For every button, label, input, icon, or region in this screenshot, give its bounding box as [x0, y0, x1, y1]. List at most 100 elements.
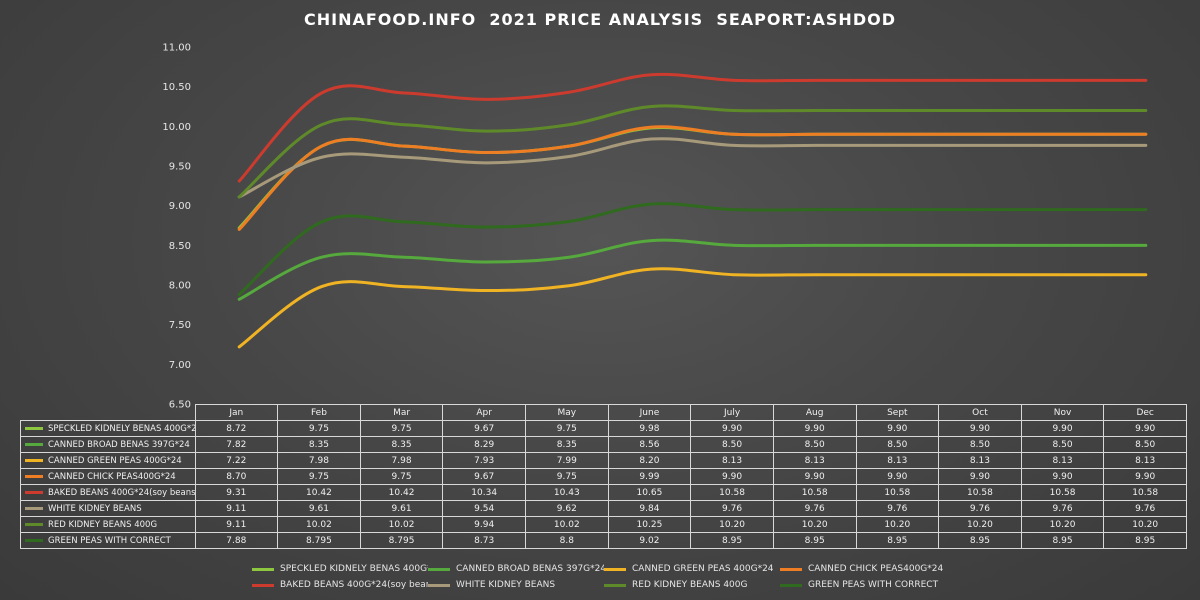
data-label: 8.73 [442, 532, 526, 549]
data-label: 9.90 [772, 420, 857, 437]
data-label: 8.29 [442, 436, 526, 453]
legend-item: RED KIDNEY BEANS 400G [604, 580, 780, 590]
data-label: 8.95 [772, 532, 857, 549]
data-label: 10.20 [690, 516, 774, 533]
series-name-cell: SPECKLED KIDNELY BENAS 400G*24 [20, 420, 196, 437]
data-label: 10.02 [525, 516, 609, 533]
series-name: WHITE KIDNEY BEANS [48, 503, 142, 514]
legend-label: SPECKLED KIDNELY BENAS 400G*24 [280, 564, 428, 574]
legend-swatch [252, 567, 274, 571]
data-label: 9.61 [359, 500, 444, 517]
data-label: 9.76 [855, 500, 940, 517]
data-label: 9.61 [277, 500, 361, 517]
series-name: CANNED CHICK PEAS400G*24 [48, 471, 176, 482]
data-label: 8.70 [194, 468, 279, 485]
data-label: 7.98 [277, 452, 361, 469]
series-line-6 [237, 137, 1148, 199]
legend-item: SPECKLED KIDNELY BENAS 400G*24 [252, 564, 428, 574]
data-label: 9.94 [442, 516, 526, 533]
x-tick-label: Jan [194, 404, 279, 421]
x-tick-label: Aug [772, 404, 857, 421]
legend-item: CANNED GREEN PEAS 400G*24 [604, 564, 780, 574]
data-label: 9.90 [1103, 468, 1187, 485]
data-label: 9.75 [525, 420, 609, 437]
data-label: 9.62 [525, 500, 609, 517]
data-label: 9.90 [938, 468, 1022, 485]
data-label: 9.76 [1103, 500, 1187, 517]
series-name: BAKED BEANS 400G*24(soy beans) [48, 487, 195, 498]
data-label: 9.31 [194, 484, 279, 501]
x-tick-label: June [607, 404, 692, 421]
data-label: 8.50 [938, 436, 1022, 453]
data-label: 8.56 [607, 436, 692, 453]
table-row: CANNED GREEN PEAS 400G*24 7.22 7.98 7.98 7.9… [20, 452, 1187, 469]
legend-item: CANNED BROAD BENAS 397G*24 [428, 564, 604, 574]
data-label: 8.8 [525, 532, 609, 549]
data-label: 10.42 [359, 484, 444, 501]
legend-label: WHITE KIDNEY BEANS [456, 580, 556, 590]
y-tick-label: 10.50 [162, 82, 191, 93]
data-label: 10.58 [1020, 484, 1105, 501]
series-line-5 [237, 72, 1148, 183]
data-label: 10.25 [607, 516, 692, 533]
x-tick-label: Dec [1103, 404, 1187, 421]
data-label: 10.58 [772, 484, 857, 501]
series-name-cell: WHITE KIDNEY BEANS [20, 500, 196, 517]
series-line-3 [237, 267, 1148, 349]
series-line-8 [237, 202, 1148, 297]
table-row: SPECKLED KIDNELY BENAS 400G*24 8.72 9.75 9.… [20, 420, 1187, 437]
y-tick-label: 8.00 [169, 281, 191, 292]
series-line-2 [237, 238, 1148, 301]
data-label: 10.20 [772, 516, 857, 533]
series-swatch [25, 506, 43, 510]
table-row: RED KIDNEY BEANS 400G 9.11 10.02 10.02 9.94 1… [20, 516, 1187, 533]
chart-title: CHINAFOOD.INFO 2021 PRICE ANALYSIS SEAPO… [304, 10, 896, 29]
data-label: 10.02 [359, 516, 444, 533]
data-label: 7.93 [442, 452, 526, 469]
series-name-cell: CANNED CHICK PEAS400G*24 [20, 468, 196, 485]
y-axis: 6.50 7.00 7.50 8.00 8.50 9.00 9.50 10.00 10.50 11… [162, 43, 191, 411]
data-label: 9.90 [938, 420, 1022, 437]
data-label: 10.34 [442, 484, 526, 501]
x-tick-label: Mar [359, 404, 444, 421]
legend-row: BAKED BEANS 400G*24(soy beans) WHITE KIDN… [252, 577, 972, 593]
y-tick-label: 10.00 [162, 122, 191, 133]
data-label: 8.50 [855, 436, 940, 453]
data-label: 8.13 [772, 452, 857, 469]
data-label: 9.76 [1020, 500, 1105, 517]
series-name: GREEN PEAS WITH CORRECT [48, 535, 171, 546]
legend-label: BAKED BEANS 400G*24(soy beans) [280, 580, 428, 590]
data-label: 8.50 [1103, 436, 1187, 453]
legend-label: CANNED BROAD BENAS 397G*24 [456, 564, 604, 574]
x-tick-label: Sept [855, 404, 940, 421]
series-name-cell: CANNED GREEN PEAS 400G*24 [20, 452, 196, 469]
series-lines [237, 72, 1148, 349]
legend-swatch [252, 583, 274, 587]
data-label: 10.58 [1103, 484, 1187, 501]
data-label: 8.795 [359, 532, 444, 549]
data-label: 9.54 [442, 500, 526, 517]
data-label: 8.35 [359, 436, 444, 453]
data-label: 10.20 [1103, 516, 1187, 533]
data-label: 8.50 [690, 436, 774, 453]
x-tick-label: Nov [1020, 404, 1105, 421]
data-label: 9.76 [690, 500, 774, 517]
data-label: 9.67 [442, 420, 526, 437]
legend-swatch [604, 583, 626, 587]
legend-label: GREEN PEAS WITH CORRECT [808, 580, 939, 590]
data-label: 9.75 [525, 468, 609, 485]
legend: SPECKLED KIDNELY BENAS 400G*24 CANNED BRO… [252, 561, 972, 593]
data-label: 8.50 [1020, 436, 1105, 453]
legend-swatch [428, 583, 450, 587]
data-label: 8.72 [194, 420, 279, 437]
data-label: 9.11 [194, 500, 279, 517]
x-tick-label: May [525, 404, 609, 421]
series-swatch [25, 538, 43, 542]
data-label: 9.90 [855, 468, 940, 485]
data-label: 9.76 [772, 500, 857, 517]
data-label: 7.99 [525, 452, 609, 469]
data-label: 8.13 [1020, 452, 1105, 469]
data-label: 9.02 [607, 532, 692, 549]
data-label: 9.76 [938, 500, 1022, 517]
legend-swatch [428, 567, 450, 571]
